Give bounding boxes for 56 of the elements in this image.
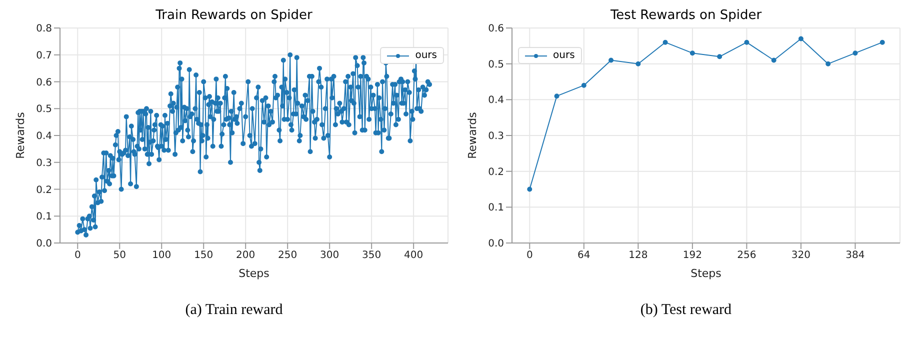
x-tick-label: 200	[236, 250, 256, 262]
y-tick-label: 0.6	[36, 77, 52, 88]
y-tick-label: 0.5	[36, 104, 52, 116]
x-axis-title: Steps	[690, 267, 722, 280]
x-tick-label: 64	[578, 250, 590, 262]
point	[717, 54, 722, 60]
x-axis-title: Steps	[238, 267, 270, 280]
x-tick-label: 50	[113, 250, 126, 262]
x-tick-label: 320	[791, 250, 811, 262]
y-tick-label: 0.0	[36, 238, 52, 250]
y-tick-label: 0.5	[488, 59, 504, 70]
y-tick-label: 0.8	[36, 24, 52, 35]
y-tick-label: 0.2	[36, 184, 52, 196]
y-tick-label: 0.0	[488, 238, 504, 250]
y-tick-label: 0.7	[36, 50, 52, 62]
x-tick-label: 0	[526, 250, 533, 262]
y-tick-label: 0.3	[36, 158, 52, 169]
y-tick-label: 0.4	[36, 131, 52, 142]
x-tick-label: 350	[362, 250, 382, 262]
point	[608, 58, 614, 63]
chart-title: Train Rewards on Spider	[154, 8, 314, 24]
x-tick-label: 300	[320, 250, 340, 262]
x-tick-label: 150	[194, 250, 214, 262]
point	[798, 36, 804, 42]
point	[771, 58, 776, 63]
point	[880, 40, 885, 45]
y-axis-title: Rewards	[466, 112, 479, 159]
y-tick-label: 0.1	[488, 202, 504, 214]
point	[554, 94, 560, 99]
point	[690, 50, 695, 56]
text: (b) Test reward	[639, 302, 733, 319]
y-tick-label: 0.6	[488, 24, 504, 35]
y-tick-label: 0.3	[488, 131, 504, 142]
y-tick-label: 0.2	[488, 166, 504, 178]
y-axis-title: Rewards	[14, 112, 27, 159]
x-tick-label: 100	[152, 250, 172, 262]
point	[826, 61, 831, 66]
chart-title: Test Rewards on Spider	[609, 8, 763, 24]
legend-label: ours	[553, 50, 575, 61]
legend-label: ours	[415, 50, 437, 61]
x-tick-label: 250	[278, 250, 298, 262]
point	[636, 61, 641, 66]
text: (a) Train reward	[184, 302, 284, 319]
point	[744, 40, 750, 45]
x-tick-label: 384	[846, 250, 865, 262]
x-tick-label: 0	[74, 250, 81, 262]
point	[662, 40, 668, 45]
point	[527, 186, 532, 192]
x-tick-label: 400	[404, 250, 424, 262]
x-tick-label: 192	[682, 250, 702, 262]
y-tick-label: 0.1	[36, 212, 52, 223]
point	[581, 82, 586, 88]
x-tick-label: 128	[628, 250, 648, 262]
y-tick-label: 0.4	[488, 95, 504, 106]
point	[852, 50, 858, 56]
x-tick-label: 256	[737, 250, 756, 262]
